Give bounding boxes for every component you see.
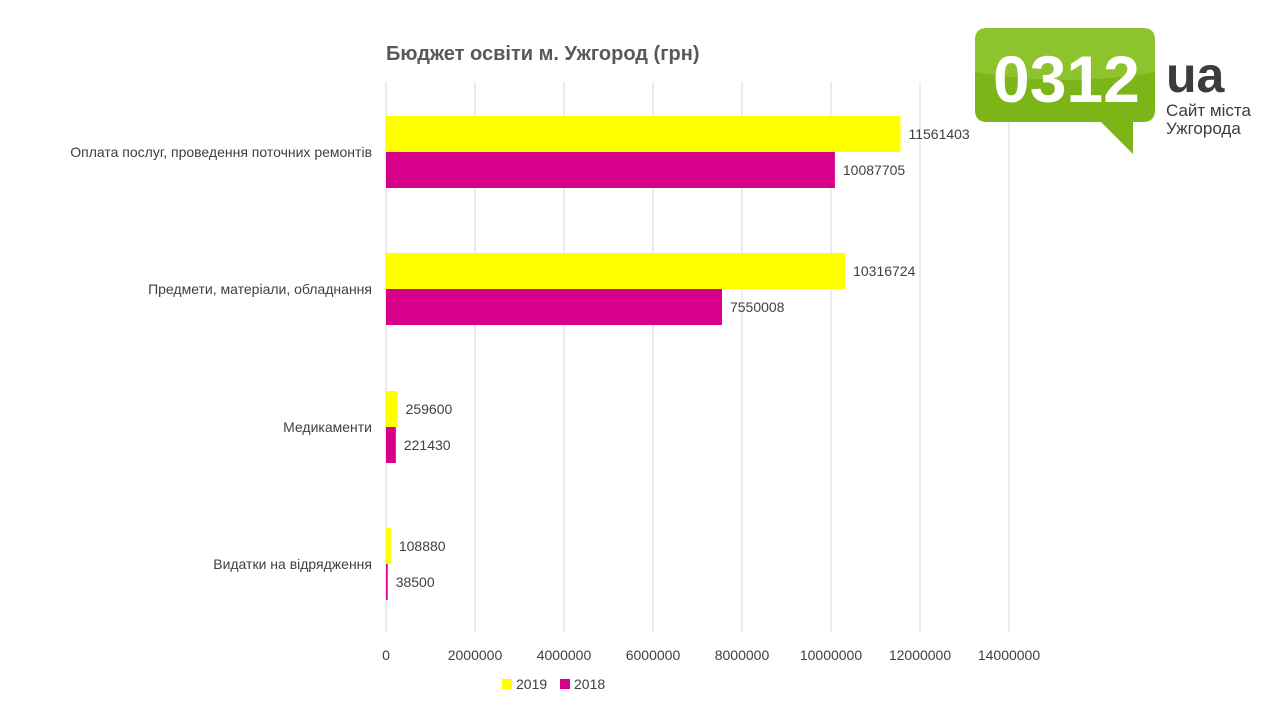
site-logo[interactable]: 0312 ua Сайт міста Ужгорода: [975, 22, 1265, 162]
legend-label-2018: 2018: [574, 676, 605, 692]
chart-title: Бюджет освіти м. Ужгород (грн): [386, 43, 700, 65]
x-tick-label: 2000000: [448, 647, 503, 663]
data-labels: 11561403 10087705 10316724 7550008 259600 221…: [396, 126, 970, 590]
category-labels: Оплата послуг, проведення поточних ремон…: [70, 144, 372, 572]
data-label: 221430: [404, 437, 451, 453]
x-tick-label: 8000000: [715, 647, 770, 663]
data-label: 10316724: [853, 263, 916, 279]
logo-subtitle-line2: Ужгорода: [1166, 119, 1241, 138]
bar-2019-3: [386, 528, 391, 564]
gridlines: [385, 82, 1010, 632]
data-label: 38500: [396, 574, 435, 590]
bar-2018-0: [386, 152, 835, 188]
logo-subtitle: Сайт міста Ужгорода: [1166, 102, 1251, 138]
logo-number: 0312: [993, 42, 1140, 116]
bars: [386, 116, 901, 600]
x-tick-label: 14000000: [978, 647, 1041, 663]
x-axis-ticks: 0 2000000 4000000 6000000 8000000 10000000 120…: [382, 647, 1040, 663]
x-tick-label: 12000000: [889, 647, 952, 663]
x-tick-label: 10000000: [800, 647, 863, 663]
bar-2018-3: [386, 564, 388, 600]
data-label: 259600: [406, 401, 453, 417]
logo-suffix: ua: [1166, 47, 1226, 103]
logo-subtitle-line1: Сайт міста: [1166, 101, 1251, 120]
category-label: Видатки на відрядження: [213, 556, 372, 572]
x-tick-label: 0: [382, 647, 390, 663]
data-label: 108880: [399, 538, 446, 554]
x-tick-label: 4000000: [537, 647, 592, 663]
category-label: Медикаменти: [283, 419, 372, 435]
category-label: Оплата послуг, проведення поточних ремон…: [70, 144, 372, 160]
bar-2018-1: [386, 289, 722, 325]
x-tick-label: 6000000: [626, 647, 681, 663]
bar-2019-0: [386, 116, 901, 152]
legend-label-2019: 2019: [516, 676, 547, 692]
logo-speech-bubble-icon: 0312 ua: [975, 28, 1226, 154]
bar-2019-1: [386, 253, 846, 289]
legend-swatch-2019: [502, 679, 512, 689]
category-label: Предмети, матеріали, обладнання: [148, 281, 372, 297]
data-label: 11561403: [908, 126, 969, 142]
legend-swatch-2018: [560, 679, 570, 689]
bar-2018-2: [386, 427, 396, 463]
bar-2019-2: [386, 391, 398, 427]
data-label: 7550008: [730, 299, 785, 315]
legend: 2019 2018: [502, 676, 605, 692]
data-label: 10087705: [843, 162, 906, 178]
